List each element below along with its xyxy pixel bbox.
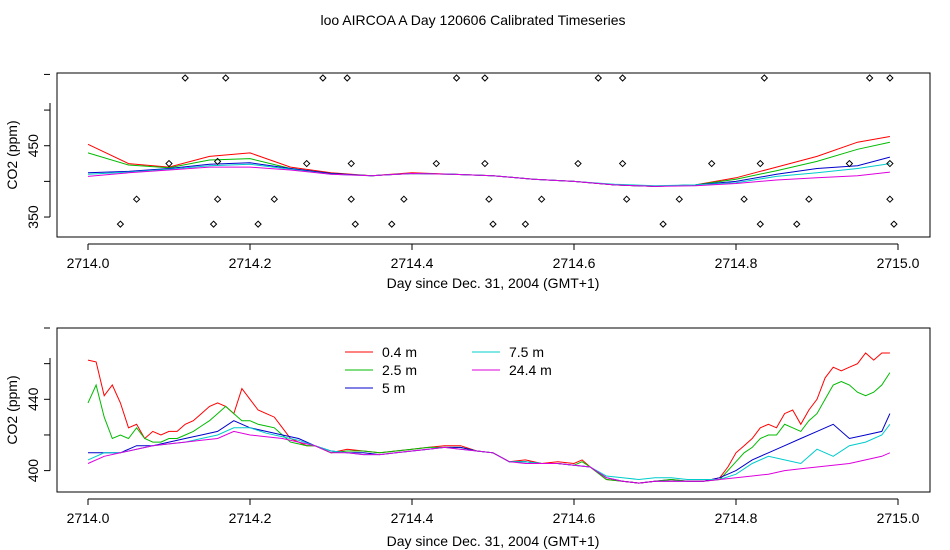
bottom-x-tick-label: 2714.6 (553, 510, 596, 526)
top-y-tick-label: 450 (25, 134, 41, 158)
top-x-tick-label: 2714.8 (715, 255, 758, 271)
diamond-marker (537, 195, 546, 203)
bottom-plot-frame (56, 327, 931, 493)
diamond-marker (432, 159, 441, 168)
top-x-tick-label: 2714.6 (553, 255, 596, 271)
top-series-line-0-4-m-m (87, 136, 890, 187)
diamond-marker (254, 220, 262, 228)
diamond-marker (793, 220, 801, 228)
diamond-marker (622, 195, 631, 203)
diamond-marker (270, 195, 279, 203)
diamond-marker (886, 74, 894, 82)
top-x-tick-label: 2714.0 (67, 255, 110, 271)
diamond-marker (618, 159, 627, 168)
diamond-marker (319, 74, 327, 82)
diamond-marker (347, 195, 355, 203)
diamond-marker (574, 159, 582, 168)
top-y-axis-label: CO2 (ppm) (4, 120, 20, 189)
legend-label: 24.4 m (509, 362, 552, 378)
diamond-marker (675, 195, 684, 203)
diamond-marker (886, 195, 894, 203)
diamond-marker (756, 159, 765, 168)
diamond-marker (452, 74, 461, 82)
top-x-tick-label: 2714.4 (391, 255, 434, 271)
legend-label: 7.5 m (509, 344, 544, 360)
bottom-x-tick-label: 2715.0 (877, 510, 920, 526)
diamond-marker (213, 157, 222, 166)
diamond-marker (886, 159, 894, 168)
diamond-marker (343, 74, 351, 82)
bottom-y-tick-label: 400 (25, 459, 41, 483)
top-timeseries-panel: 2714.0 2714.2 2714.4 2714.6 2714.8 2715.0 350… (4, 72, 931, 291)
diamond-marker (347, 159, 355, 168)
diamond-marker (181, 74, 189, 82)
diamond-marker (618, 74, 627, 82)
bottom-series-line-0-4-m-m (87, 352, 890, 484)
diamond-marker (865, 74, 874, 82)
diamond-marker (594, 74, 603, 82)
legend: 0.4 m 2.5 m 5 m 7.5 m 24.4 m (345, 344, 552, 396)
figure-title: loo AIRCOA A Day 120606 Calibrated Times… (320, 12, 625, 28)
bottom-series-line-5-m-m (88, 413, 891, 484)
diamond-marker (351, 220, 360, 228)
diamond-marker (481, 74, 489, 82)
diamond-marker (481, 159, 489, 168)
diamond-marker (485, 195, 493, 203)
diamond-marker (760, 74, 769, 82)
diamond-marker (489, 220, 497, 228)
diamond-marker (132, 195, 141, 203)
top-y-tick-label: 350 (25, 205, 41, 229)
diamond-marker (213, 195, 222, 203)
bottom-y-tick-label: 440 (25, 387, 41, 411)
top-x-tick-label: 2714.2 (229, 255, 272, 271)
legend-label: 5 m (382, 380, 405, 396)
top-x-tick-label: 2715.0 (877, 255, 920, 271)
diamond-marker (116, 220, 125, 228)
diamond-marker (400, 195, 408, 203)
bottom-series-line-24-4-m-m (87, 430, 891, 484)
top-plot-frame (56, 72, 931, 238)
diamond-marker (221, 74, 230, 82)
diamond-marker (845, 159, 854, 168)
diamond-marker (209, 220, 218, 228)
bottom-x-tick-label: 2714.2 (229, 510, 272, 526)
diamond-marker (165, 159, 173, 168)
top-series-line-24-4-m-m (87, 166, 890, 187)
legend-label: 0.4 m (382, 344, 417, 360)
bottom-x-tick-label: 2714.8 (715, 510, 758, 526)
bottom-x-axis-label: Day since Dec. 31, 2004 (GMT+1) (387, 533, 600, 549)
legend-label: 2.5 m (382, 362, 417, 378)
diamond-marker (521, 220, 530, 228)
diamond-marker (707, 159, 716, 168)
diamond-marker (659, 220, 667, 228)
bottom-x-tick-label: 2714.0 (67, 510, 110, 526)
diamond-marker (756, 220, 765, 228)
diamond-marker (805, 195, 813, 203)
diamond-marker (740, 195, 748, 203)
bottom-timeseries-panel: 2714.0 2714.2 2714.4 2714.6 2714.8 2715.0 400… (4, 327, 931, 549)
diamond-marker (890, 220, 898, 228)
top-x-axis-label: Day since Dec. 31, 2004 (GMT+1) (387, 275, 600, 291)
diamond-marker (302, 159, 311, 168)
bottom-y-axis-label: CO2 (ppm) (4, 375, 20, 444)
bottom-series-line-2-5-m-m (87, 372, 891, 484)
diamond-marker (388, 220, 396, 228)
bottom-x-tick-label: 2714.4 (391, 510, 434, 526)
